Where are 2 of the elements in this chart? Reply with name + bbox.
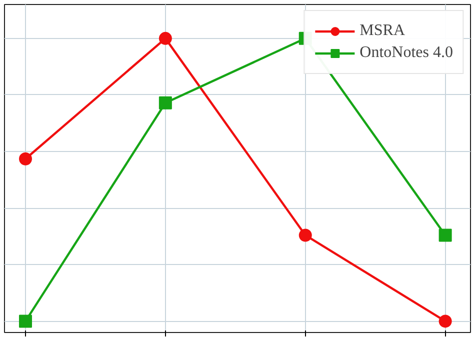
- legend-label: OntoNotes 4.0: [360, 44, 453, 62]
- legend-label: MSRA: [360, 22, 406, 40]
